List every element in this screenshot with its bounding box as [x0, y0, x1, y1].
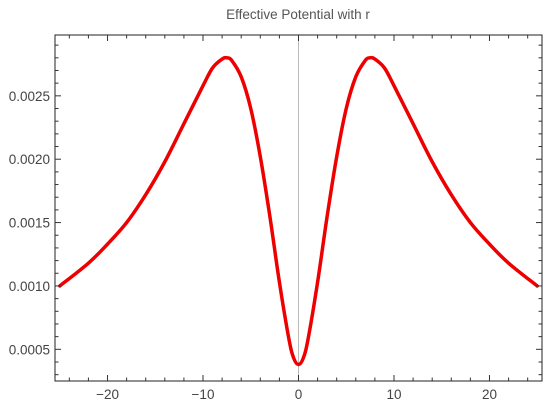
y-tick-label: 0.0010 [9, 279, 50, 294]
series-line-0 [58, 55, 539, 367]
x-tick-label: 10 [386, 387, 401, 402]
y-tick-label: 0.0005 [9, 342, 50, 357]
chart-title: Effective Potential with r [226, 7, 370, 22]
x-tick-label: 20 [482, 387, 497, 402]
x-axis: −20 −10 0 10 20 [68, 35, 529, 402]
y-tick-label: 0.0020 [9, 152, 50, 167]
x-tick-label: 0 [295, 387, 303, 402]
y-tick-label: 0.0025 [9, 89, 50, 104]
x-tick-label: −20 [96, 387, 119, 402]
x-tick-label: −10 [192, 387, 215, 402]
y-axis: 0.0005 0.0010 0.0015 0.0020 0.0025 [9, 44, 542, 376]
y-tick-label: 0.0015 [9, 216, 50, 231]
series-layer [58, 55, 539, 367]
